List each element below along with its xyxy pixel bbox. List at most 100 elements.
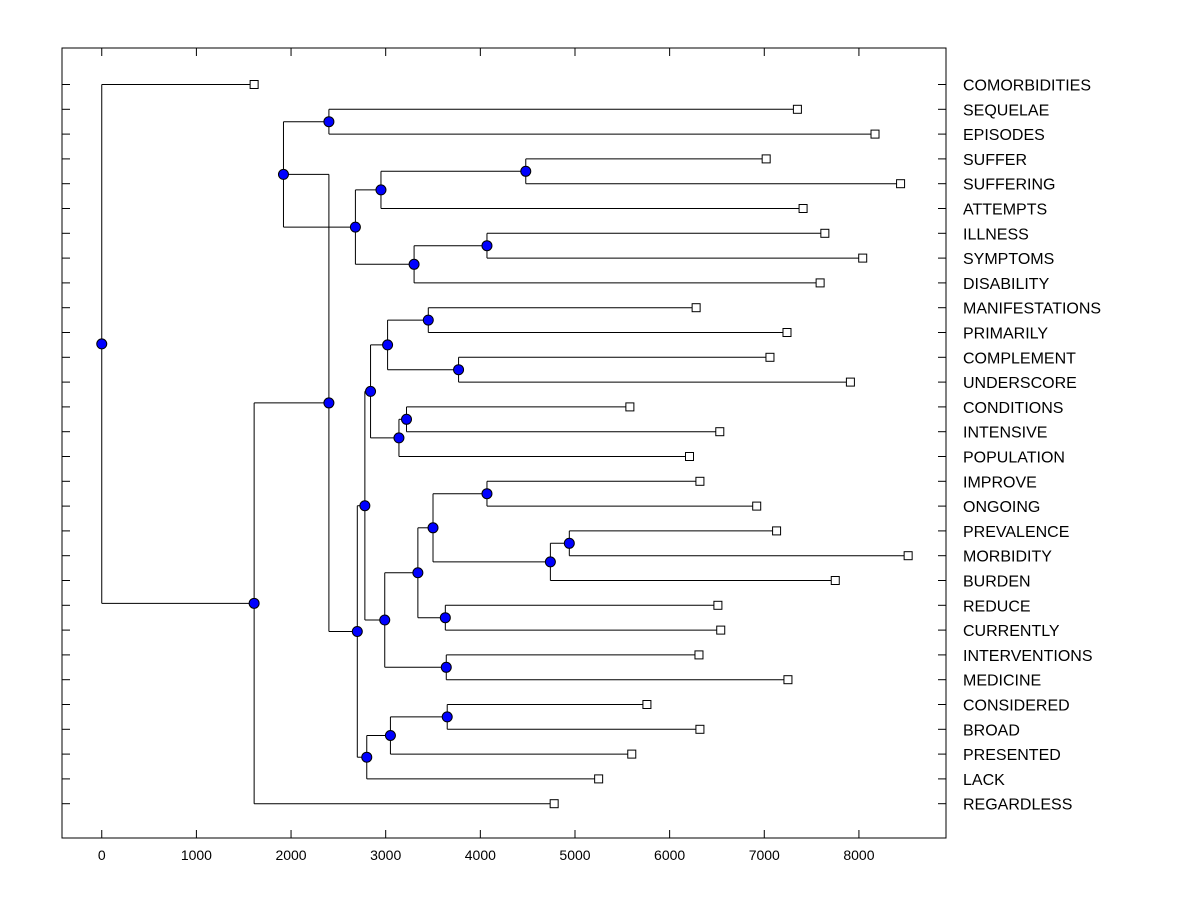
node-marker-p [563, 537, 575, 549]
node-marker-a [323, 116, 335, 128]
x-tick-label-0: 0 [98, 847, 106, 863]
leaf-label-primarily: PRIMARILY [963, 326, 1048, 343]
node-marker-ab [323, 397, 335, 409]
leaf-label-suffer: SUFFER [963, 152, 1027, 169]
node-marker-g [277, 168, 289, 180]
leaf-label-suffering: SUFFERING [963, 177, 1055, 194]
leaf-marker-underscore [845, 377, 855, 387]
plot-frame [61, 47, 947, 839]
leaf-label-comorbidities: COMORBIDITIES [963, 78, 1091, 95]
leaf-marker-disability [815, 278, 825, 288]
leaf-marker-regardless [549, 799, 559, 809]
leaf-marker-improve [695, 476, 705, 486]
leaf-marker-broad [695, 724, 705, 734]
node-marker-n [365, 385, 377, 397]
node-marker-r [427, 522, 439, 534]
x-axis: 0 1000 2000 3000 4000 5000 6000 7000 8000 [98, 48, 875, 863]
leaf-label-lack: LACK [963, 772, 1005, 789]
leaf-label-burden: BURDEN [963, 574, 1031, 591]
leaf-marker-considered [642, 700, 652, 709]
node-marker-c [375, 184, 387, 196]
leaf-label-prevalence: PREVALENCE [963, 524, 1069, 541]
leaf-label-considered: CONSIDERED [963, 698, 1070, 715]
x-tick-label-8000: 8000 [843, 847, 874, 863]
leaf-label-manifestations: MANIFESTATIONS [963, 301, 1101, 318]
leaf-label-broad: BROAD [963, 722, 1020, 739]
node-marker-e [408, 258, 420, 270]
leaf-marker-population [685, 452, 695, 461]
x-tick-label-3000: 3000 [370, 847, 401, 863]
x-tick-label-6000: 6000 [654, 847, 685, 863]
node-marker-m [393, 432, 405, 444]
node-marker-o [481, 488, 493, 500]
x-tick-label-4000: 4000 [465, 847, 496, 863]
leaf-marker-presented [627, 749, 637, 759]
leaf-marker-medicine [783, 675, 793, 685]
leaf-marker-comorbidities [249, 80, 259, 89]
node-marker-ad [96, 338, 108, 350]
node-markers [96, 116, 575, 763]
node-marker-aa [351, 625, 363, 637]
leaf-label-presented: PRESENTED [963, 747, 1061, 764]
leaf-label-attempts: ATTEMPTS [963, 202, 1047, 219]
leaf-marker-burden [830, 576, 840, 585]
leaf-marker-complement [765, 352, 775, 362]
leaf-marker-attempts [798, 204, 808, 213]
leaf-label-illness: ILLNESS [963, 226, 1029, 243]
node-marker-y [384, 730, 396, 741]
leaf-marker-reduce [713, 600, 723, 610]
leaf-marker-illness [820, 228, 830, 238]
leaf-marker-lack [594, 774, 604, 784]
leaf-marker-primarily [782, 328, 792, 337]
node-marker-z [361, 751, 373, 763]
leaf-label-symptoms: SYMPTOMS [963, 251, 1054, 268]
leaf-label-sequelae: SEQUELAE [963, 102, 1049, 119]
x-tick-label-1000: 1000 [181, 847, 212, 863]
x-tick-label-7000: 7000 [749, 847, 780, 863]
leaf-marker-currently [716, 625, 726, 635]
leaf-label-disability: DISABILITY [963, 276, 1050, 293]
node-marker-ac [248, 597, 260, 609]
leaf-label-morbidity: MORBIDITY [963, 549, 1052, 566]
leaf-label-population: POPULATION [963, 450, 1065, 467]
x-tick-label-2000: 2000 [275, 847, 306, 863]
node-marker-h [422, 314, 434, 326]
leaf-marker-episodes [870, 129, 880, 139]
x-tick-label-5000: 5000 [559, 847, 590, 863]
leaf-marker-sequelae [792, 104, 802, 114]
leaf-label-complement: COMPLEMENT [963, 350, 1076, 367]
node-marker-v [379, 614, 391, 626]
leaf-marker-manifestations [691, 303, 701, 313]
leaf-label-interventions: INTERVENTIONS [963, 648, 1093, 665]
node-marker-x [441, 711, 453, 723]
y-ticks [62, 84, 946, 805]
node-marker-s [439, 612, 451, 624]
leaf-marker-symptoms [858, 253, 868, 263]
leaf-marker-intensive [715, 427, 725, 437]
node-marker-t [412, 567, 424, 579]
node-marker-k [401, 413, 413, 425]
leaf-marker-prevalence [772, 526, 782, 536]
leaf-marker-conditions [625, 402, 635, 412]
leaf-marker-suffer [761, 154, 771, 164]
leaf-label-underscore: UNDERSCORE [963, 375, 1077, 392]
leaf-label-conditions: CONDITIONS [963, 400, 1063, 417]
node-marker-w [359, 500, 371, 512]
node-marker-u [440, 661, 452, 673]
leaf-label-currently: CURRENTLY [963, 623, 1060, 640]
leaf-label-reduce: REDUCE [963, 598, 1031, 615]
leaf-labels: COMORBIDITIES SEQUELAE EPISODES SUFFER SUFFE… [963, 78, 1101, 814]
node-marker-i [453, 364, 465, 376]
leaf-marker-interventions [694, 650, 704, 660]
node-marker-d [481, 240, 493, 252]
leaf-marker-suffering [896, 179, 906, 189]
leaf-label-episodes: EPISODES [963, 127, 1045, 144]
leaf-label-improve: IMPROVE [963, 474, 1037, 491]
leaf-label-ongoing: ONGOING [963, 499, 1040, 516]
node-marker-j [382, 339, 394, 351]
node-marker-q [544, 556, 556, 568]
leaf-label-regardless: REGARDLESS [963, 797, 1072, 814]
node-marker-f [349, 221, 361, 233]
leaf-markers [249, 80, 913, 809]
